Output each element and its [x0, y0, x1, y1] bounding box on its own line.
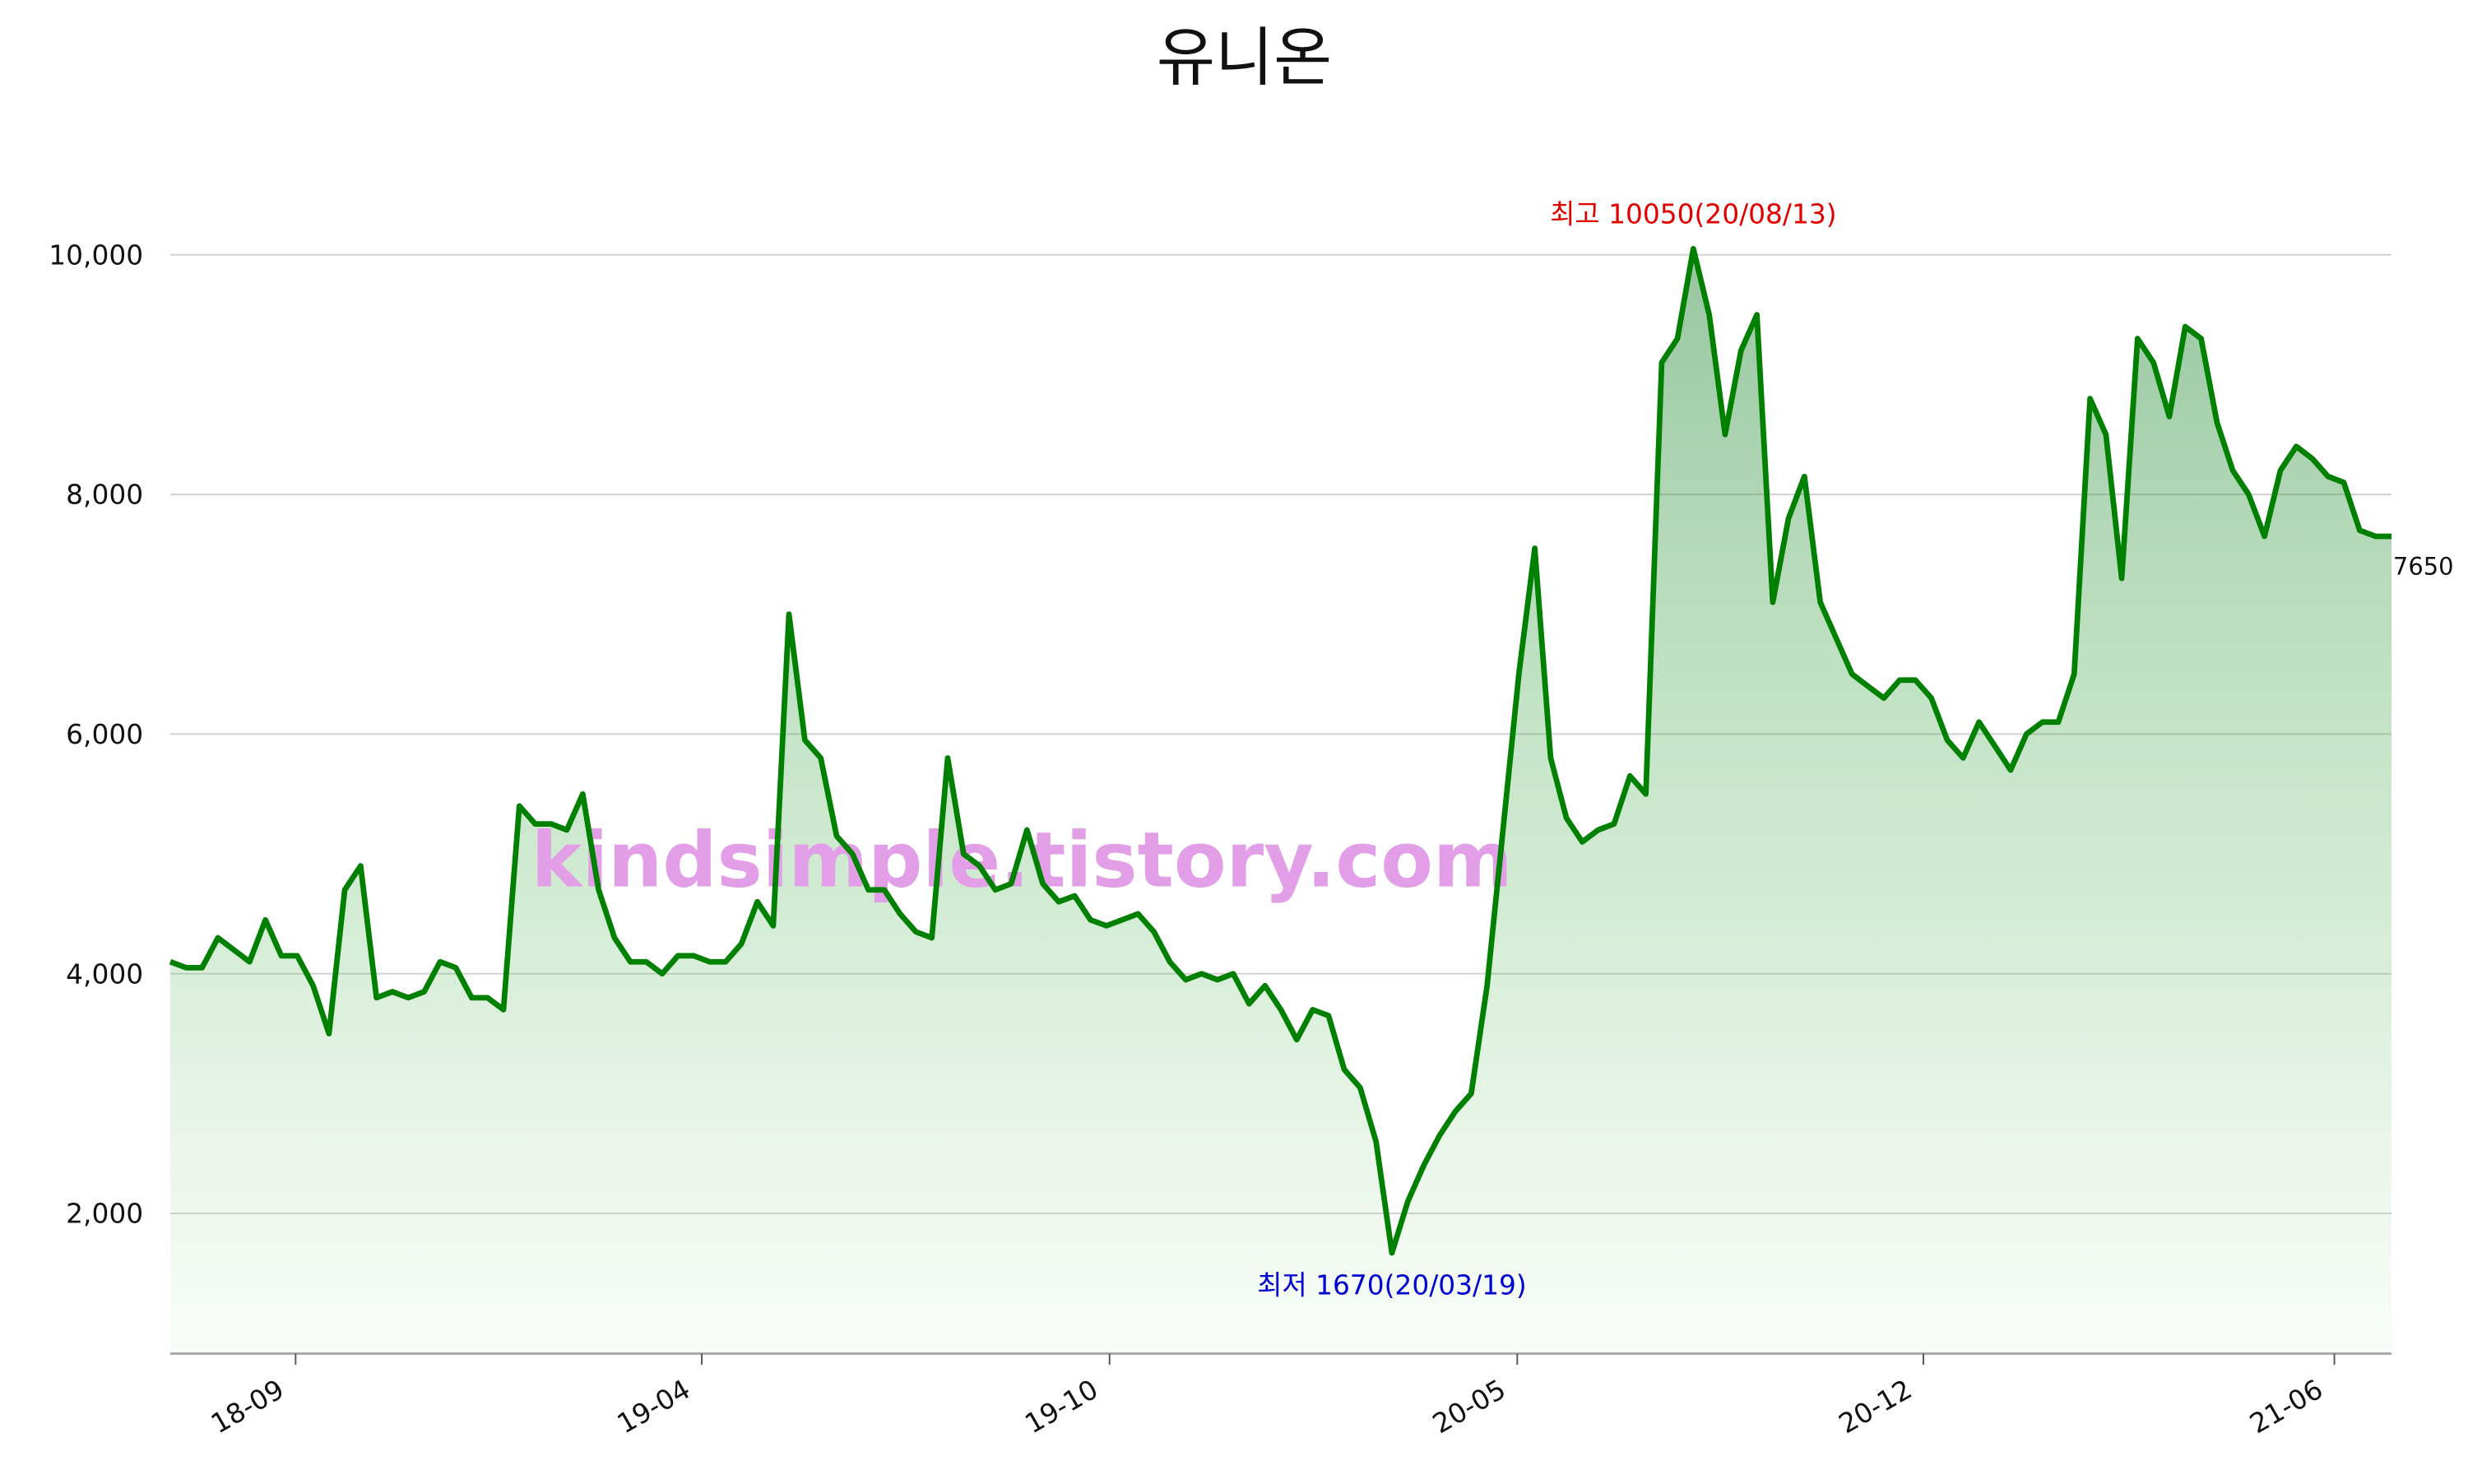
y-tick-label: 2,000	[66, 1199, 143, 1230]
y-tick-label: 10,000	[49, 239, 143, 271]
last-value-label: 7650	[2393, 552, 2454, 580]
x-tick-label: 18-09	[206, 1374, 290, 1440]
x-tick-label: 19-04	[612, 1374, 696, 1440]
x-tick-label: 19-10	[1019, 1374, 1103, 1440]
annotation: 최고 10050(20/08/13)	[1550, 198, 1836, 230]
x-tick-label: 20-12	[1834, 1374, 1918, 1440]
x-tick-label: 20-05	[1427, 1374, 1511, 1440]
y-tick-label: 8,000	[66, 480, 143, 511]
chart-title: 유니온	[1157, 21, 1332, 95]
x-tick-label: 21-06	[2244, 1374, 2328, 1440]
price-line	[169, 246, 2391, 1256]
area	[169, 248, 2391, 1354]
watermark: kindsimple.tistory.com	[531, 816, 1513, 905]
annotation: 최저 1670(20/03/19)	[1257, 1269, 1526, 1301]
y-tick-label: 6,000	[66, 719, 143, 750]
y-tick-label: 4,000	[66, 958, 143, 990]
